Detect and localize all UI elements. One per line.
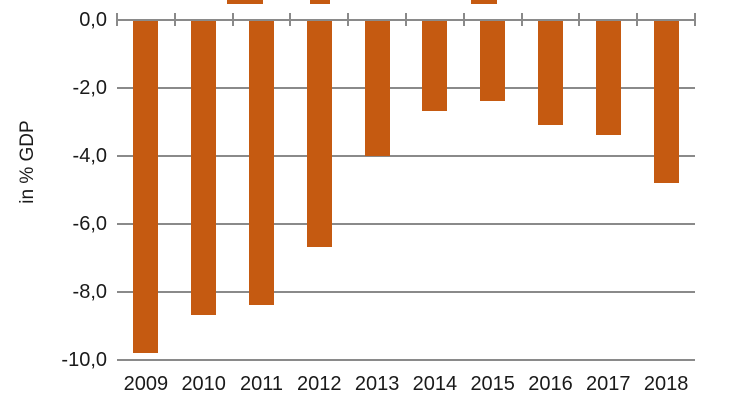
y-tick-label: -2,0	[72, 76, 107, 99]
axis-tick	[636, 13, 639, 26]
x-tick-label: 2009	[123, 373, 169, 395]
y-tick-label: 0,0	[79, 8, 107, 31]
x-tick-label: 2010	[181, 373, 226, 395]
x-tick-label: 2015	[470, 373, 515, 395]
bar-2009	[133, 19, 159, 353]
axis-tick	[231, 13, 234, 26]
bar-2018	[653, 19, 679, 183]
gridline	[117, 222, 695, 225]
gridline	[117, 290, 695, 293]
cropped-title-artifact	[227, 0, 263, 4]
bar-2016	[538, 19, 563, 125]
bar-2015	[480, 19, 506, 102]
axis-tick	[173, 13, 176, 26]
axis-tick	[289, 13, 292, 26]
x-tick-label: 2012	[297, 373, 342, 395]
bar-2011	[249, 19, 274, 306]
x-tick-label: 2016	[528, 373, 573, 395]
x-tick-label: 2014	[412, 373, 458, 395]
cropped-title-artifact	[471, 0, 497, 4]
x-tick-label: 2013	[354, 373, 400, 395]
axis-tick	[347, 13, 350, 26]
gridline	[117, 154, 695, 157]
y-tick-label: -8,0	[72, 280, 107, 303]
axis-tick	[520, 13, 523, 26]
axis-tick	[462, 13, 465, 26]
axis-tick	[694, 13, 696, 26]
axis-tick	[116, 13, 118, 26]
bar-2012	[306, 19, 332, 248]
y-tick-label: -6,0	[72, 212, 107, 235]
bar-2013	[364, 19, 390, 156]
y-tick-label: -10,0	[61, 348, 107, 371]
x-tick-label: 2018	[643, 373, 689, 395]
axis-tick	[578, 13, 581, 26]
gridline	[117, 358, 695, 361]
gridline	[117, 86, 695, 89]
x-tick-label: 2011	[239, 373, 283, 395]
axis-tick	[405, 13, 407, 26]
x-tick-label: 2017	[586, 373, 631, 395]
bar-2014	[422, 19, 448, 112]
bar-2010	[191, 19, 217, 316]
cropped-title-artifact	[310, 0, 330, 4]
bar-2017	[595, 19, 621, 136]
y-tick-label: -4,0	[72, 144, 107, 167]
